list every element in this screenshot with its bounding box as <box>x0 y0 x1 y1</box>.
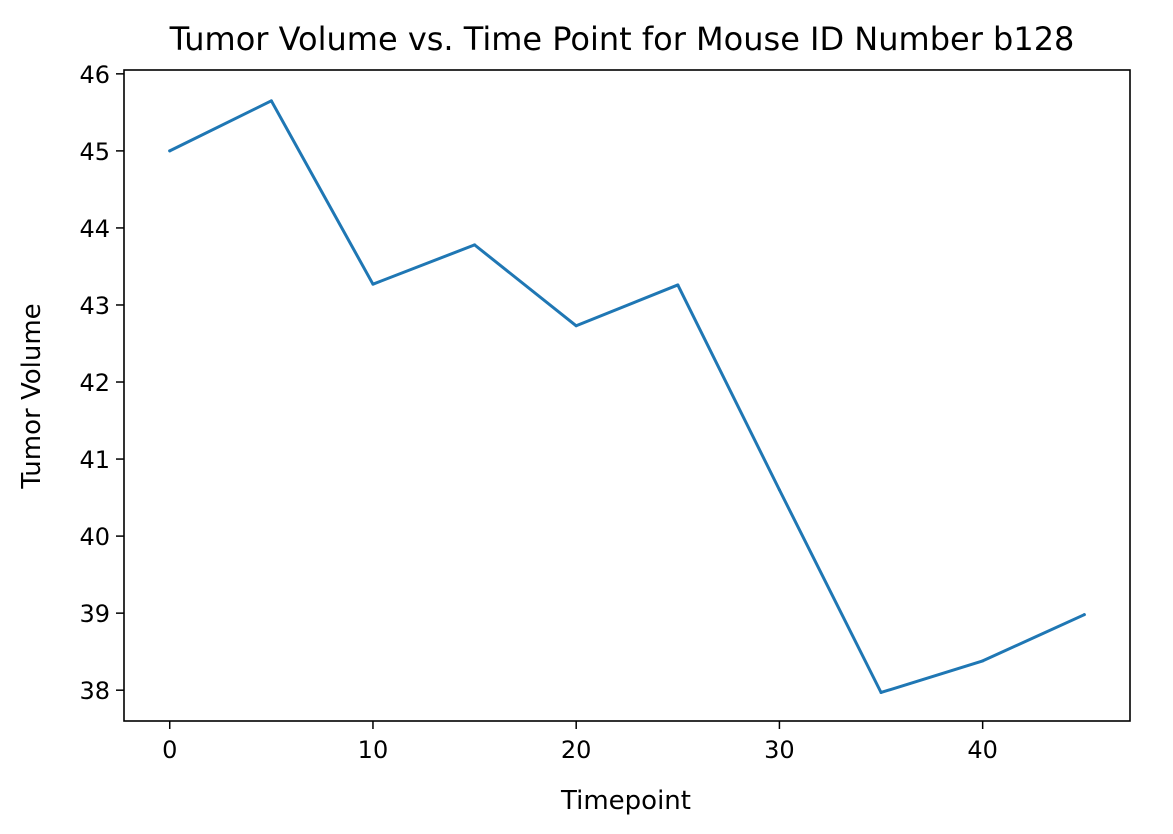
x-tick-label: 10 <box>358 736 389 764</box>
y-axis-ticks: 38 39 40 41 42 43 44 45 46 <box>79 61 124 705</box>
data-point <box>269 99 273 103</box>
data-point <box>879 690 883 694</box>
data-point <box>777 488 781 492</box>
y-tick-label: 38 <box>79 677 110 705</box>
data-point <box>676 283 680 287</box>
chart-title: Tumor Volume vs. Time Point for Mouse ID… <box>169 20 1075 58</box>
data-point <box>1082 613 1086 617</box>
y-axis-label: Tumor Volume <box>17 303 47 489</box>
data-point <box>473 243 477 247</box>
x-tick-label: 40 <box>967 736 998 764</box>
data-point <box>574 324 578 328</box>
x-axis-label: Timepoint <box>560 786 691 816</box>
plot-area <box>168 99 1086 694</box>
y-tick-label: 40 <box>79 523 110 551</box>
y-tick-label: 42 <box>79 369 110 397</box>
x-axis-ticks: 0 10 20 30 40 <box>162 721 998 764</box>
x-tick-label: 0 <box>162 736 177 764</box>
x-tick-label: 30 <box>764 736 795 764</box>
y-tick-label: 45 <box>79 138 110 166</box>
y-tick-label: 44 <box>79 215 110 243</box>
series-line <box>168 99 1086 694</box>
plot-frame <box>123 69 1131 722</box>
x-tick-label: 20 <box>561 736 592 764</box>
y-tick-label: 46 <box>79 61 110 89</box>
y-tick-label: 41 <box>79 446 110 474</box>
data-point <box>981 659 985 663</box>
y-tick-label: 39 <box>79 600 110 628</box>
y-tick-label: 43 <box>79 292 110 320</box>
data-point <box>168 149 172 153</box>
data-point <box>371 282 375 286</box>
